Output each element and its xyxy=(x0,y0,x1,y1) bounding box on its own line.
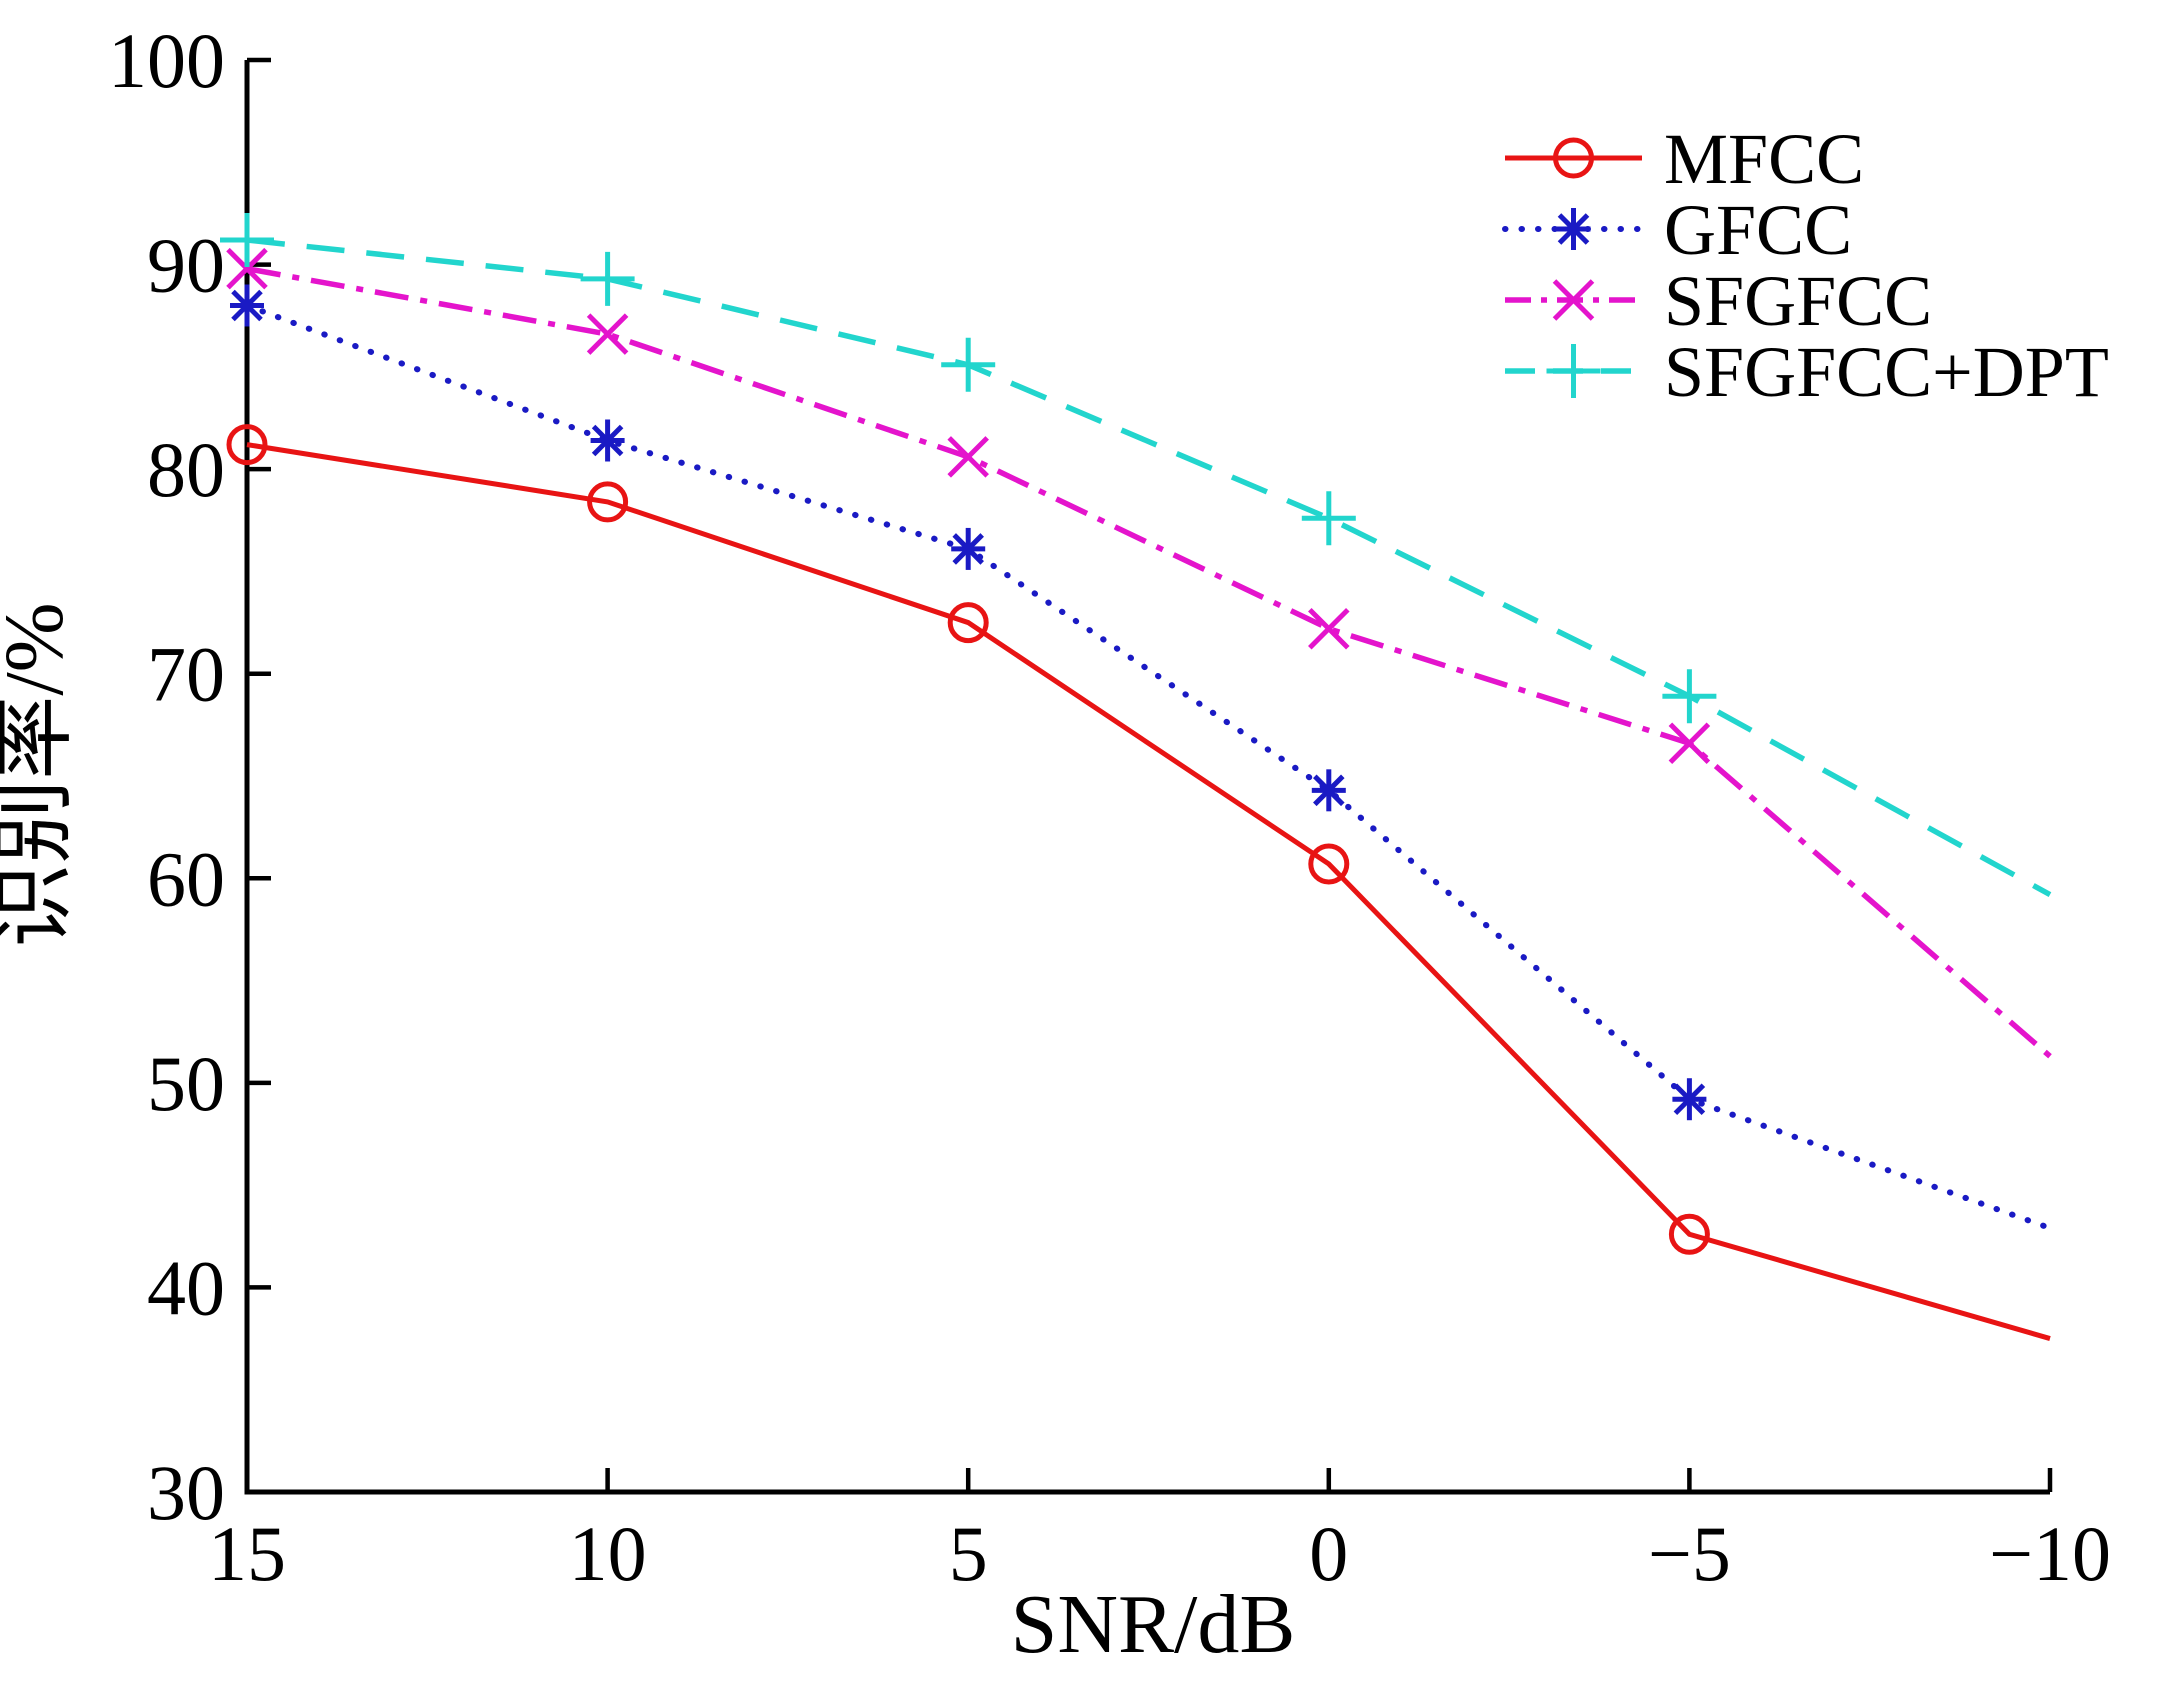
series-SFGFCC xyxy=(226,247,2052,1059)
plus-marker xyxy=(1546,344,1601,398)
y-tick-label: 30 xyxy=(147,1449,225,1536)
circle-marker xyxy=(1668,1213,1710,1255)
plus-marker xyxy=(1662,669,1717,724)
x-marker xyxy=(226,247,268,290)
legend-label-SFGFCC: SFGFCC xyxy=(1664,261,1932,341)
x-marker xyxy=(1552,279,1595,321)
legend-item-SFGFCC: SFGFCC xyxy=(1505,261,1932,341)
x-tick-label: 0 xyxy=(1309,1510,1348,1597)
plus-marker xyxy=(220,213,274,268)
asterisk-marker xyxy=(590,419,625,462)
x-tick-label: 10 xyxy=(569,1510,647,1597)
asterisk-marker xyxy=(1672,1078,1707,1121)
asterisk-marker xyxy=(1311,769,1346,812)
plus-marker xyxy=(580,251,635,306)
x-tick-label: −5 xyxy=(1648,1510,1731,1597)
series-line-MFCC xyxy=(246,442,2051,1341)
asterisk-marker xyxy=(230,284,264,327)
legend-item-MFCC: MFCC xyxy=(1505,119,1864,199)
x-tick-label: 15 xyxy=(208,1510,286,1597)
legend-item-SFGFCC+DPT: SFGFCC+DPT xyxy=(1505,332,2109,412)
circle-marker xyxy=(1553,137,1594,179)
y-tick-label: 50 xyxy=(147,1040,225,1127)
x-marker xyxy=(1668,722,1711,765)
y-tick-label: 70 xyxy=(147,631,225,718)
plus-marker xyxy=(1301,491,1356,546)
circle-marker xyxy=(947,602,989,644)
circle-marker xyxy=(587,481,629,523)
x-marker xyxy=(947,436,989,478)
series-line-GFCC xyxy=(244,302,2053,1232)
series-lines xyxy=(220,213,2053,1341)
plus-marker xyxy=(941,337,996,392)
x-axis-title: SNR/dB xyxy=(1011,1578,1296,1671)
y-axis-title: 识别率/% xyxy=(0,602,81,947)
y-tick-label: 60 xyxy=(147,835,225,922)
legend-item-GFCC: GFCC xyxy=(1502,190,1852,270)
circle-marker xyxy=(1308,843,1350,885)
legend-label-MFCC: MFCC xyxy=(1664,119,1864,199)
series-GFCC xyxy=(230,284,2053,1232)
series-line-SFGFCC+DPT xyxy=(246,237,2052,898)
y-tick-label: 100 xyxy=(108,17,225,104)
legend-label-GFCC: GFCC xyxy=(1664,190,1852,270)
asterisk-marker xyxy=(1556,208,1591,250)
series-MFCC xyxy=(226,424,2051,1341)
x-tick-label: 5 xyxy=(949,1510,988,1597)
x-marker xyxy=(1308,607,1350,650)
x-marker xyxy=(586,313,629,355)
y-tick-label: 80 xyxy=(147,426,225,513)
x-tick-label: −10 xyxy=(1989,1510,2111,1597)
series-SFGFCC+DPT xyxy=(220,213,2052,898)
circle-marker xyxy=(226,424,268,466)
legend-label-SFGFCC+DPT: SFGFCC+DPT xyxy=(1664,332,2109,412)
y-tick-label: 90 xyxy=(147,222,225,309)
asterisk-marker xyxy=(951,527,986,570)
y-tick-label: 40 xyxy=(147,1244,225,1331)
